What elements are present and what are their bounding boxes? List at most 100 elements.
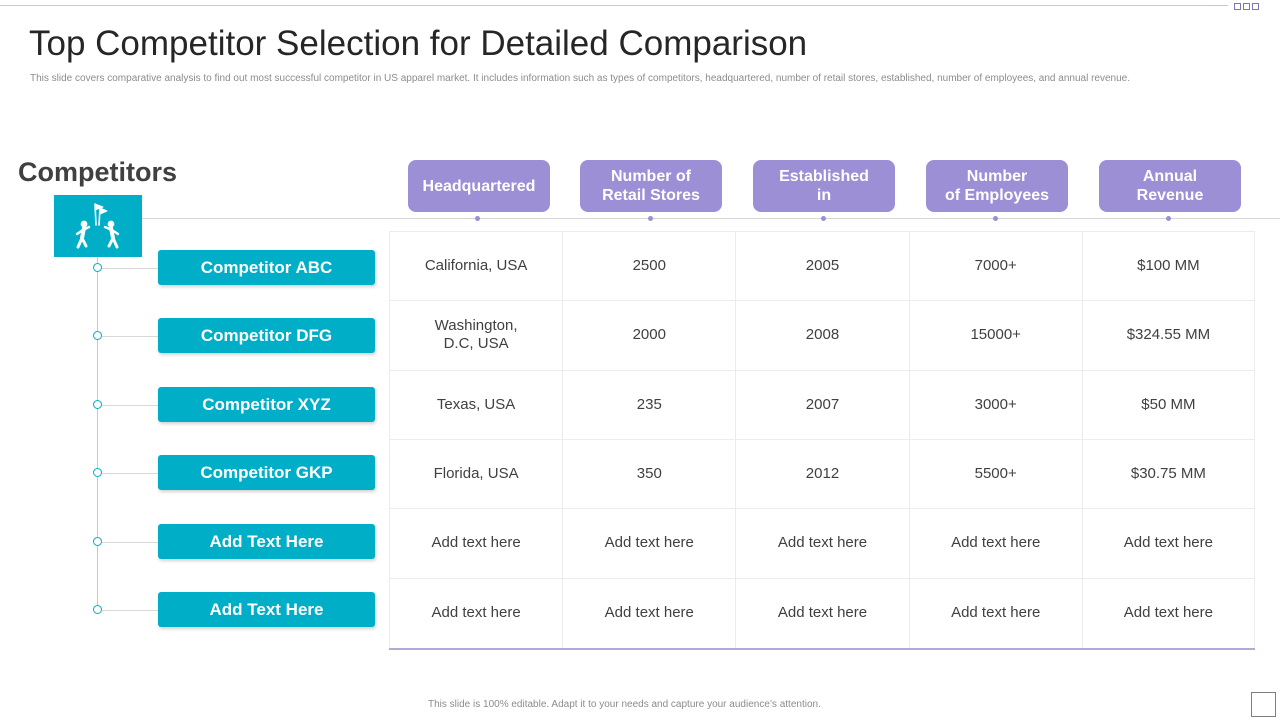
competitors-icon-tile xyxy=(54,195,142,257)
page-subtitle: This slide covers comparative analysis t… xyxy=(30,73,1130,84)
table-cell: 350 xyxy=(562,440,736,510)
table-cell-text: Add text here xyxy=(431,534,521,552)
timeline-connector xyxy=(102,268,158,269)
competitor-button-6[interactable]: Add Text Here xyxy=(158,592,375,627)
table-cell-text: 7000+ xyxy=(974,257,1017,275)
page-title: Top Competitor Selection for Detailed Co… xyxy=(29,24,808,63)
column-header-line: Number xyxy=(966,168,1028,185)
column-header-headquartered: Headquartered xyxy=(408,160,550,212)
timeline-connector xyxy=(102,542,158,543)
timeline-node xyxy=(93,263,102,272)
table-cell: 2007 xyxy=(735,370,909,440)
corner-square-1 xyxy=(1234,3,1241,10)
table-cell-text: Add text here xyxy=(604,604,694,622)
timeline-connector xyxy=(102,405,158,406)
table-cell: 5500+ xyxy=(908,440,1082,510)
table-cell: Add text here xyxy=(735,509,909,579)
table-cell: Add text here xyxy=(735,578,908,648)
competitor-button-2[interactable]: Competitor DFG xyxy=(158,318,375,353)
table-cell-text: Add text here xyxy=(431,604,521,622)
table-cell-text: Texas, USA xyxy=(436,395,516,413)
table-cell-text: Washington, xyxy=(434,317,518,335)
competitors-heading: Competitors xyxy=(18,157,178,187)
timeline-node xyxy=(93,537,102,546)
table-cell-text: Add text here xyxy=(951,534,1041,552)
table-cell: Add text here xyxy=(1081,578,1255,648)
table-cell-text: Add text here xyxy=(604,534,694,552)
timeline-connector xyxy=(102,473,158,474)
table-cell-text: $100 MM xyxy=(1137,257,1200,275)
header-divider xyxy=(142,218,1280,219)
table-cell: Florida, USA xyxy=(389,440,563,510)
timeline-node xyxy=(93,605,102,614)
column-header-dot xyxy=(993,216,998,221)
column-header-established-in: Established in xyxy=(753,160,895,212)
corner-square-3 xyxy=(1252,3,1259,10)
table-cell-text: $324.55 MM xyxy=(1126,326,1211,344)
column-header-line: Retail Stores xyxy=(602,187,700,204)
table-cell-text: 350 xyxy=(636,465,662,483)
table-cell: California, USA xyxy=(389,232,563,302)
table-cell: $50 MM xyxy=(1081,370,1255,440)
table-cell-text: 2012 xyxy=(805,465,840,483)
table-cell-text: 2000 xyxy=(632,326,666,344)
table-cell: Washington, D.C, USA xyxy=(389,301,563,371)
timeline-node xyxy=(93,400,102,409)
table-cell: $100 MM xyxy=(1081,232,1255,302)
column-header-dot xyxy=(821,216,826,221)
page-number-box xyxy=(1251,692,1276,717)
table-cell-text: 5500+ xyxy=(974,465,1017,483)
table-cell: 7000+ xyxy=(908,232,1082,302)
table-cell-text: Florida, USA xyxy=(433,465,519,483)
table-cell-text: 235 xyxy=(636,395,662,413)
table-cell: 2008 xyxy=(735,301,909,371)
table-cell: 2005 xyxy=(735,232,909,302)
table-cell-text: 2500 xyxy=(632,257,666,275)
table-cell: Texas, USA xyxy=(389,370,563,440)
table-cell-text: Add text here xyxy=(777,534,868,552)
table-cell-text: Add text here xyxy=(1123,604,1213,622)
timeline-node xyxy=(93,331,102,340)
timeline-connector xyxy=(102,336,158,337)
column-header-dot xyxy=(475,216,480,221)
table-cell: 235 xyxy=(562,370,736,440)
table-cell-text: 3000+ xyxy=(974,395,1017,413)
table-cell: $324.55 MM xyxy=(1081,301,1255,371)
column-header-line: of Employees xyxy=(944,187,1050,204)
comparison-table: California, USA 2500 2005 7000+ $100 MM Washi… xyxy=(389,231,1255,650)
table-cell: $30.75 MM xyxy=(1081,440,1255,510)
table-cell-text: 15000+ xyxy=(970,326,1021,344)
table-cell-text: Add text here xyxy=(951,604,1041,622)
column-header-number-of-retail-stores: Number of Retail Stores xyxy=(580,160,722,212)
table-cell: Add text here xyxy=(562,578,735,648)
people-flag-icon xyxy=(75,203,120,249)
competitor-button-4[interactable]: Competitor GKP xyxy=(158,455,375,490)
table-cell: 2000 xyxy=(562,301,736,371)
competitor-button-3[interactable]: Competitor XYZ xyxy=(158,387,375,422)
table-cell-text: 2008 xyxy=(805,326,840,344)
competitor-button-5[interactable]: Add Text Here xyxy=(158,524,375,559)
column-header-line: Headquartered xyxy=(422,177,536,195)
table-cell: Add text here xyxy=(1081,509,1255,579)
column-header-dot xyxy=(648,216,653,221)
table-cell-text: 2007 xyxy=(805,395,840,413)
table-cell: Add text here xyxy=(389,509,563,579)
column-header-annual-revenue: Annual Revenue xyxy=(1099,160,1241,212)
column-header-line: Revenue xyxy=(1136,187,1204,204)
table-cell: 15000+ xyxy=(908,301,1082,371)
corner-square-2 xyxy=(1243,3,1250,10)
table-cell-text: California, USA xyxy=(424,257,528,275)
timeline-line xyxy=(97,257,98,611)
timeline-node xyxy=(93,468,102,477)
competitor-button-1[interactable]: Competitor ABC xyxy=(158,250,375,285)
table-cell: 2012 xyxy=(735,440,909,510)
table-cell-text: $30.75 MM xyxy=(1130,465,1206,483)
table-cell: 2500 xyxy=(562,232,736,302)
timeline-connector xyxy=(102,610,158,611)
column-header-number-of-employees: Number of Employees xyxy=(926,160,1068,212)
table-cell-text: 2005 xyxy=(805,257,840,275)
footer-note: This slide is 100% editable. Adapt it to… xyxy=(428,699,821,710)
column-header-line: Annual xyxy=(1142,168,1198,185)
table-cell-text: Add text here xyxy=(1123,534,1213,552)
table-cell-text: $50 MM xyxy=(1141,395,1196,413)
